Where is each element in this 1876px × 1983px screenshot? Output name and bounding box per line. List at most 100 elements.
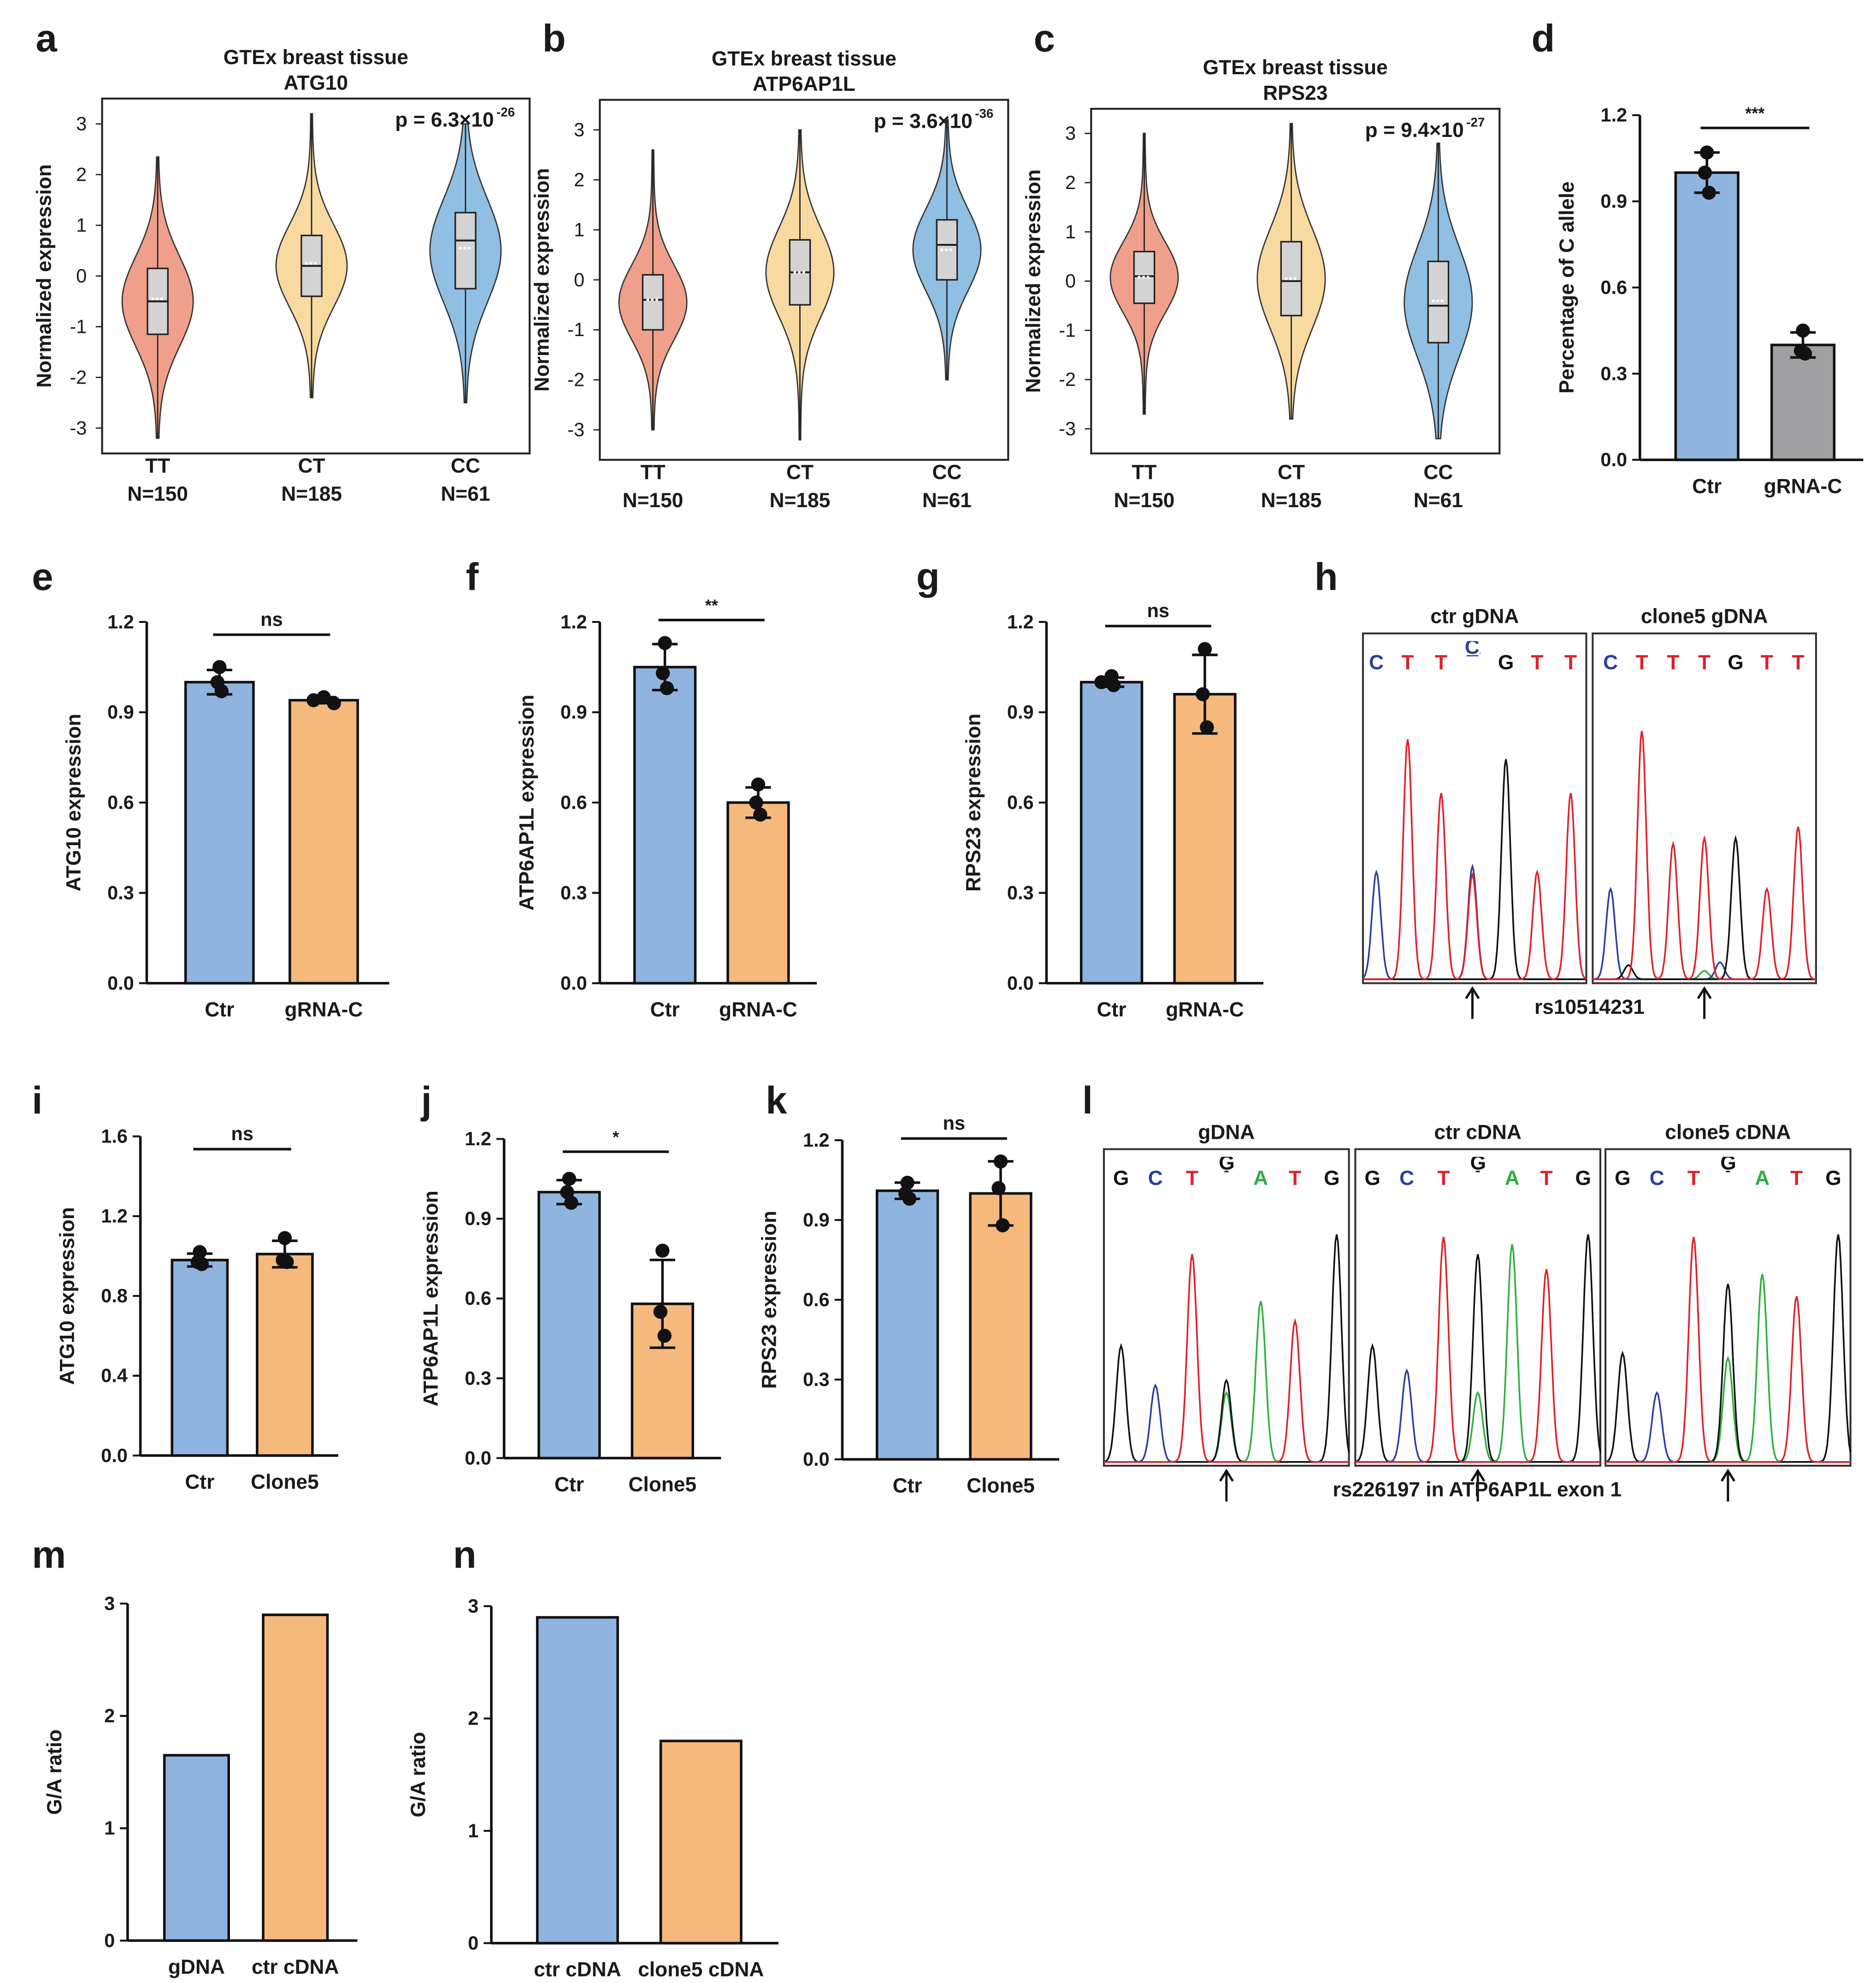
x-tick-label: Ctr: [893, 1474, 922, 1497]
base-call: T: [1289, 1167, 1301, 1190]
y-tick-label: 3: [574, 118, 584, 140]
y-tick-label: 1.2: [803, 1129, 830, 1151]
panel-letter: k: [766, 1079, 787, 1122]
x-tick-label: Ctr: [650, 998, 680, 1021]
panel-n: n 0 1 2 3 G/A ratio ctr cDNA clone5 cDNA: [407, 1533, 779, 1981]
bar-Ctr: [1080, 681, 1144, 985]
y-tick-label: 2: [468, 1707, 478, 1729]
data-point: [751, 777, 766, 792]
y-tick-label: 0.0: [560, 972, 587, 994]
bar-ctr cDNA: [262, 1613, 329, 1942]
group-n: N=61: [922, 489, 972, 512]
x-tick-label: TT: [145, 455, 170, 477]
data-point: [1798, 346, 1812, 361]
box: [454, 212, 477, 290]
base-call-ambiguous: G/A: [1219, 1157, 1234, 1190]
y-tick-label: 0: [104, 1930, 115, 1951]
base-call: C: [1399, 1167, 1414, 1190]
y-tick-label: 0.6: [465, 1287, 491, 1309]
significance-label: **: [705, 596, 718, 615]
data-point: [1699, 145, 1714, 160]
base-call-ambiguous: G/A: [1720, 1157, 1735, 1190]
y-tick-label: -2: [1059, 368, 1076, 390]
significance-label: ns: [260, 608, 283, 630]
y-axis-label: ATG10 expression: [62, 714, 85, 892]
x-tick-label: CT: [1278, 461, 1305, 484]
panel-letter: a: [36, 17, 58, 59]
bar-Clone5: [969, 1192, 1032, 1461]
panel-letter: m: [32, 1533, 66, 1576]
data-point: [1106, 678, 1121, 693]
data-point: [1200, 720, 1214, 734]
significance-label: ns: [1147, 600, 1169, 622]
y-tick-label: 0: [76, 265, 87, 286]
panel-letter: g: [916, 556, 940, 598]
data-point: [564, 1196, 578, 1210]
y-axis-label: RPS23 expression: [962, 714, 985, 892]
y-tick-label: 1.2: [107, 611, 134, 633]
y-tick-label: 0.9: [465, 1208, 491, 1229]
base-call-ambiguous: C/T: [1464, 641, 1480, 675]
base-call-ambiguous: G/A: [1470, 1157, 1486, 1190]
y-tick-label: 0.6: [560, 792, 587, 813]
data-point: [660, 681, 674, 695]
panel-e: e 0.0 0.3 0.6 0.9 1.2 ATG10 expression Ctr gRNA-…: [32, 556, 389, 1021]
x-tick-label: ctr cDNA: [534, 1959, 621, 1981]
trace-G: [1363, 759, 1587, 980]
x-tick-label: CC: [451, 455, 480, 477]
x-tick-label: CC: [1423, 461, 1453, 484]
chromatogram-frame: [1103, 1148, 1350, 1467]
data-point: [902, 1191, 917, 1206]
panel-m: m 0 1 2 3 G/A ratio gDNA ctr cDNA: [32, 1533, 358, 1978]
bar-gRNA-C: [1770, 343, 1836, 462]
data-point: [195, 1257, 209, 1271]
data-point: [655, 1243, 670, 1258]
y-tick-label: 0: [468, 1932, 478, 1953]
panel-letter: b: [543, 17, 566, 59]
panel-letter: l: [1082, 1079, 1093, 1122]
data-point: [657, 1328, 672, 1343]
base-call: G: [1575, 1167, 1591, 1190]
panel-letter: c: [1034, 17, 1055, 59]
y-tick-label: 1: [104, 1817, 115, 1839]
base-call: T: [1564, 651, 1577, 674]
base-call: T: [1667, 651, 1679, 674]
bar-Ctr: [1674, 171, 1740, 462]
data-point: [307, 693, 321, 707]
y-tick-label: 2: [574, 169, 584, 190]
trace-G: [1593, 835, 1816, 980]
y-axis-label: RPS23 expression: [758, 1211, 780, 1389]
p-value: p = 9.4×10: [1365, 119, 1464, 142]
panel-letter: j: [420, 1079, 432, 1122]
y-tick-label: 1: [1065, 221, 1076, 243]
panel-d: d 0.0 0.3 0.6 0.9 1.2 Percentage of C allele Ct…: [1531, 17, 1864, 497]
y-tick-label: -1: [70, 315, 87, 337]
panel-b: b -3 -2 -1 0 1 2 3 Normalized expression GTEx bre…: [531, 17, 1009, 512]
trace-T: [1103, 1254, 1349, 1463]
trace-C: [1605, 1391, 1851, 1463]
base-call: A: [1505, 1167, 1520, 1190]
base-call: C: [1369, 651, 1384, 674]
y-tick-label: 1.2: [465, 1128, 491, 1149]
bar-gRNA-C: [726, 801, 790, 985]
chart-title: GTEx breast tissue: [224, 46, 408, 69]
snp-arrow-icon: [1470, 1468, 1486, 1502]
y-tick-label: 1.2: [1600, 104, 1627, 126]
y-tick-label: 0.9: [107, 701, 134, 723]
base-call: T: [1635, 651, 1648, 674]
y-tick-label: -2: [70, 366, 87, 388]
data-point: [996, 1218, 1010, 1232]
y-tick-label: 1: [468, 1820, 478, 1841]
panel-i: i 0.0 0.4 0.8 1.2 1.6 ATG10 expression Ctr Clone…: [32, 1079, 338, 1493]
trace-G: [1103, 1234, 1350, 1463]
base-call-stacked: C/T: [1464, 641, 1480, 675]
data-point: [1698, 166, 1712, 180]
box: [936, 219, 958, 281]
x-tick-label: ctr cDNA: [252, 1956, 339, 1978]
y-tick-label: 0.0: [1007, 972, 1034, 994]
bar-gDNA: [163, 1754, 230, 1942]
chromatogram-frame: [1362, 632, 1587, 984]
y-axis-label: G/A ratio: [407, 1732, 430, 1817]
snp-arrow-icon: [1720, 1468, 1735, 1502]
